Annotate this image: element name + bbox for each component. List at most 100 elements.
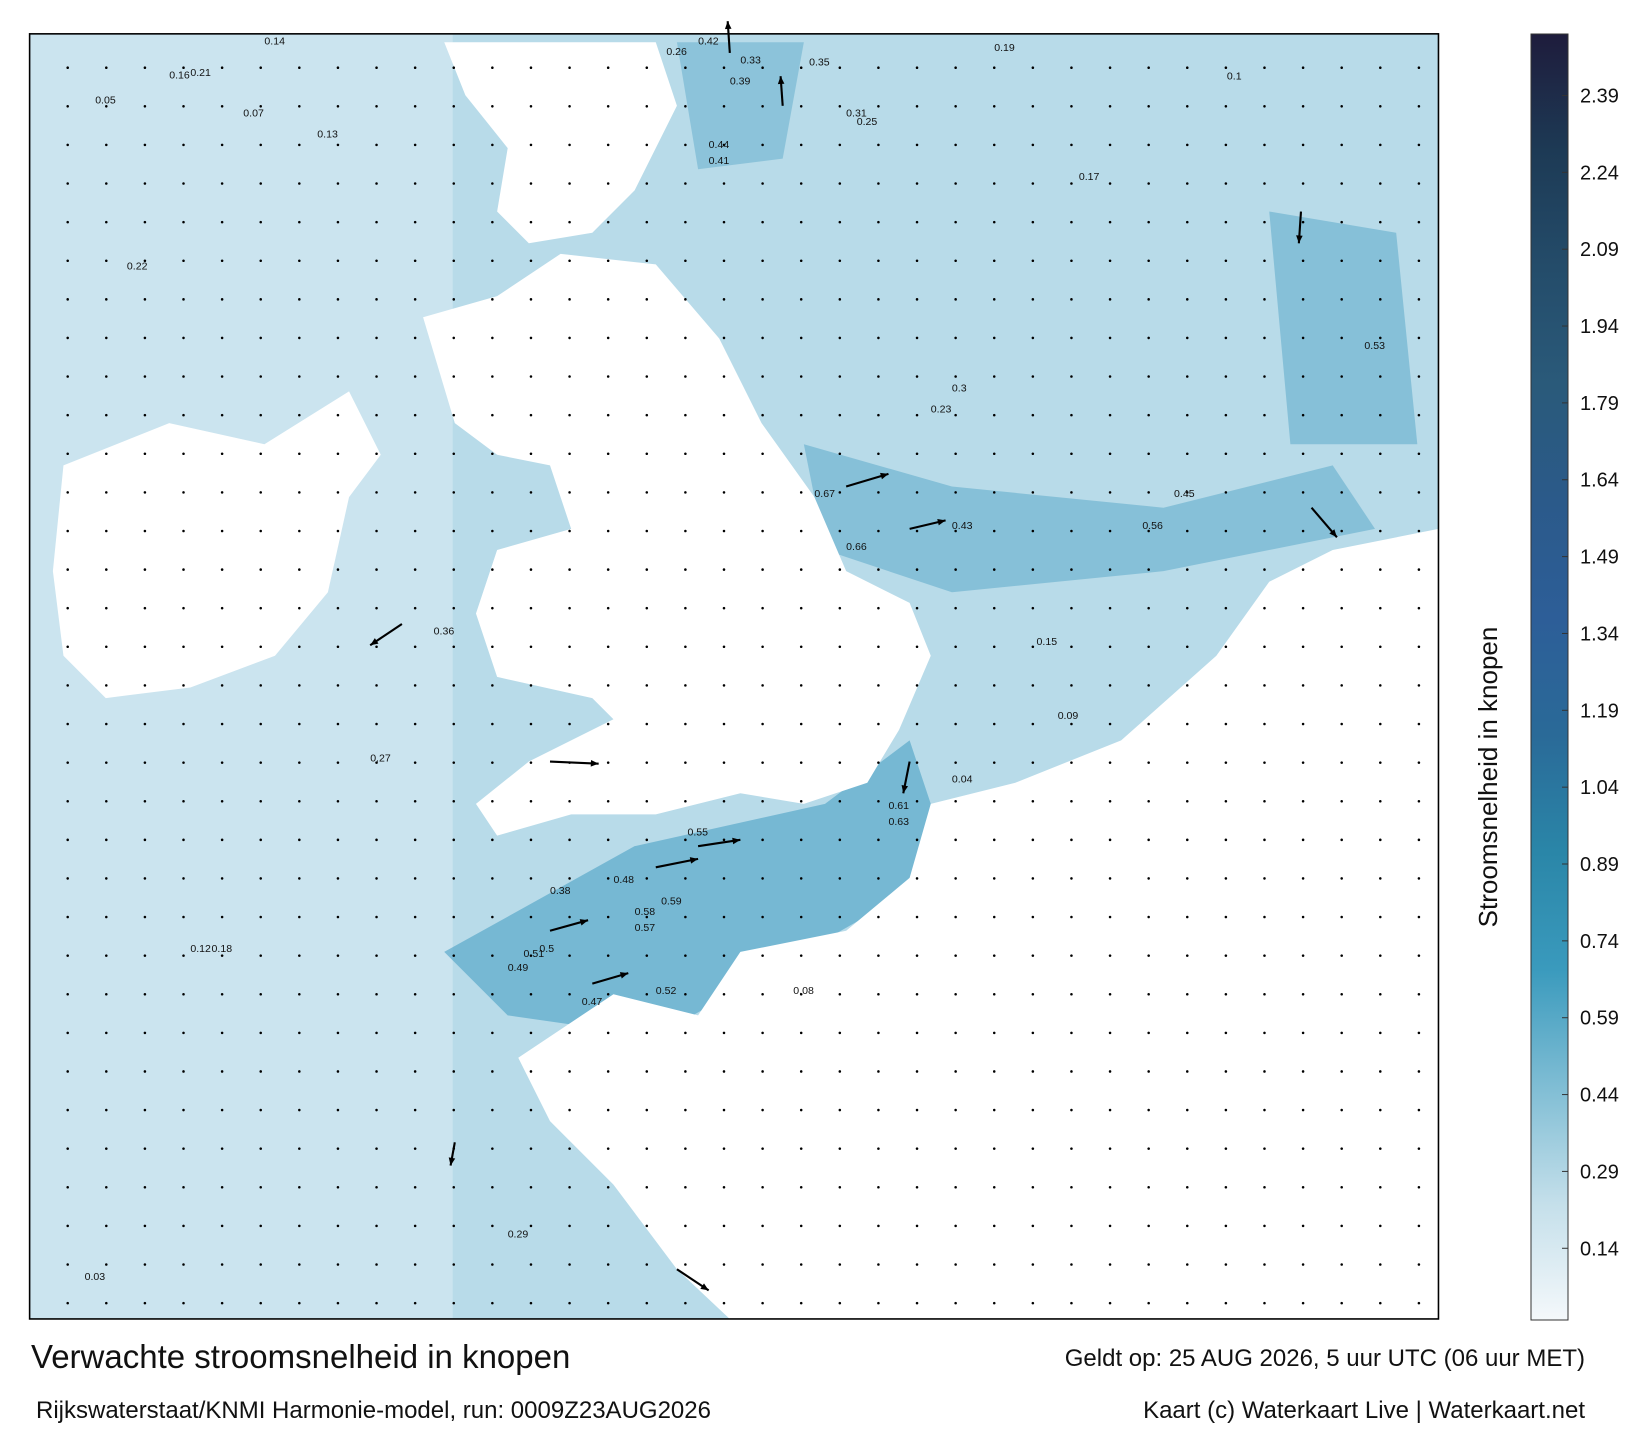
grid-dot — [1185, 1301, 1189, 1305]
grid-dot — [877, 529, 880, 533]
grid-dot — [1379, 1301, 1382, 1305]
grid-dot — [992, 182, 996, 185]
grid-dot — [1070, 336, 1073, 340]
grid-dot — [915, 838, 919, 842]
grid-dot — [1147, 298, 1150, 301]
grid-dot — [645, 413, 649, 417]
grid-dot — [259, 568, 262, 571]
grid-dot — [877, 1147, 880, 1150]
grid-dot — [1417, 375, 1421, 378]
grid-dot — [568, 66, 571, 69]
grid-dot — [1224, 954, 1228, 957]
grid-dot — [143, 838, 147, 842]
grid-dots — [66, 66, 1421, 1305]
colorbar: 0.14 0.29 0.44 0.59 0.74 0.89 1.04 1.19 1.34 1.49… — [1473, 33, 1619, 1321]
grid-dot — [1301, 838, 1305, 842]
grid-dot — [66, 143, 69, 147]
grid-dot — [1340, 722, 1343, 726]
grid-dot — [954, 684, 957, 687]
grid-dot — [1070, 1224, 1073, 1228]
grid-dot — [1417, 992, 1421, 996]
grid-dot — [298, 66, 301, 69]
grid-dot — [606, 761, 610, 764]
grid-dot — [684, 645, 687, 649]
grid-dot — [761, 915, 764, 919]
grid-dot — [568, 220, 571, 224]
grid-dot — [645, 375, 649, 378]
grid-dot — [336, 259, 340, 262]
grid-dot — [722, 66, 726, 69]
grid-dot — [1108, 66, 1112, 69]
grid-dot — [992, 568, 996, 571]
grid-dot — [1263, 992, 1266, 996]
grid-dot — [722, 1301, 726, 1305]
grid-dot — [298, 799, 301, 803]
grid-dot — [722, 568, 726, 571]
grid-dot — [915, 722, 919, 726]
grid-dot — [220, 413, 224, 417]
grid-dot — [684, 66, 687, 69]
speed-label: 0.67 — [814, 488, 835, 500]
grid-dot — [645, 1070, 649, 1073]
grid-dot — [220, 220, 224, 224]
grid-dot — [1301, 1224, 1305, 1228]
grid-dot — [105, 1031, 108, 1035]
grid-dot — [529, 491, 533, 494]
grid-dot — [1417, 1263, 1421, 1266]
grid-dot — [1224, 375, 1228, 378]
grid-dot — [143, 684, 147, 687]
grid-dot — [954, 452, 957, 456]
grid-dot — [1147, 529, 1150, 533]
grid-dot — [1379, 375, 1382, 378]
grid-dot — [452, 722, 456, 726]
grid-dot — [915, 143, 919, 147]
grid-dot — [1147, 452, 1150, 456]
grid-dot — [877, 645, 880, 649]
grid-dot — [915, 606, 919, 610]
grid-dot — [799, 722, 803, 726]
grid-dot — [568, 915, 571, 919]
grid-dot — [182, 1263, 185, 1266]
grid-dot — [375, 143, 378, 147]
grid-dot — [799, 105, 803, 108]
grid-dot — [606, 1108, 610, 1112]
grid-dot — [182, 336, 185, 340]
grid-dot — [1301, 722, 1305, 726]
speed-label: 0.47 — [582, 996, 603, 1008]
grid-dot — [954, 954, 957, 957]
grid-dot — [298, 298, 301, 301]
grid-dot — [529, 1108, 533, 1112]
grid-dot — [105, 298, 108, 301]
grid-dot — [799, 220, 803, 224]
grid-dot — [606, 838, 610, 842]
grid-dot — [877, 1301, 880, 1305]
grid-dot — [1031, 298, 1035, 301]
grid-dot — [1379, 992, 1382, 996]
grid-dot — [761, 877, 764, 880]
grid-dot — [66, 298, 69, 301]
grid-dot — [606, 259, 610, 262]
grid-dot — [915, 761, 919, 764]
grid-dot — [1185, 1070, 1189, 1073]
grid-dot — [799, 413, 803, 417]
arrow-head — [689, 857, 699, 864]
speed-labels: 0.14 0.29 0.05 0.07 0.16 0.21 0.13 0.33 0.42 0.26… — [85, 35, 1386, 1282]
grid-dot — [915, 992, 919, 996]
grid-dot — [1108, 568, 1112, 571]
grid-dot — [413, 1031, 417, 1035]
grid-dot — [66, 413, 69, 417]
grid-dot — [1379, 838, 1382, 842]
grid-dot — [375, 66, 378, 69]
grid-dot — [954, 761, 957, 764]
grid-dot — [1185, 220, 1189, 224]
grid-dot — [182, 1224, 185, 1228]
grid-dot — [568, 1224, 571, 1228]
grid-dot — [1147, 375, 1150, 378]
grid-dot — [1185, 954, 1189, 957]
speed-label: 0.19 — [994, 42, 1015, 54]
grid-dot — [1070, 1301, 1073, 1305]
grid-dot — [722, 1147, 726, 1150]
grid-dot — [684, 1301, 687, 1305]
grid-dot — [1185, 722, 1189, 726]
grid-dot — [1108, 1108, 1112, 1112]
